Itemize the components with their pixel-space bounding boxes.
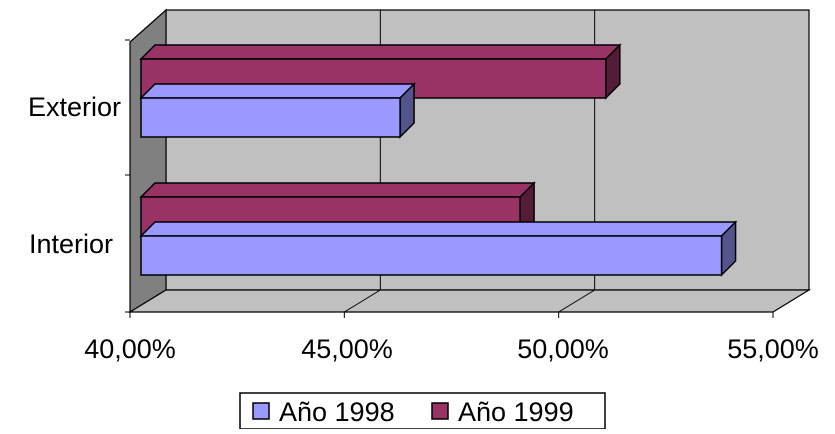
x-tick-label: 55,00% — [727, 334, 819, 364]
bar-top-ano-1999 — [139, 182, 536, 198]
y-category-label: Exterior — [28, 92, 121, 122]
axes — [125, 39, 774, 318]
x-tick-label: 40,00% — [84, 334, 176, 364]
floor — [127, 289, 812, 313]
gridline — [558, 289, 595, 313]
legend-label: Año 1998 — [279, 397, 395, 427]
legend-swatch-1998 — [252, 402, 270, 420]
x-tick-label: 50,00% — [517, 334, 609, 364]
bars — [139, 43, 738, 277]
gridline — [344, 289, 381, 313]
legend-label: Año 1999 — [458, 397, 574, 427]
y-category-label: Interior — [29, 229, 113, 259]
bar-ano-1998 — [140, 235, 723, 276]
legend-swatch-1999 — [431, 402, 449, 420]
legend: Año 1998 Año 1999 — [239, 392, 606, 430]
legend-frame — [239, 392, 606, 430]
bar-top-ano-1998 — [139, 221, 738, 237]
bar-ano-1998 — [140, 97, 401, 138]
x-tick-label: 45,00% — [301, 334, 393, 364]
bar-top-ano-1998 — [139, 83, 416, 99]
bar-top-ano-1999 — [139, 44, 622, 60]
